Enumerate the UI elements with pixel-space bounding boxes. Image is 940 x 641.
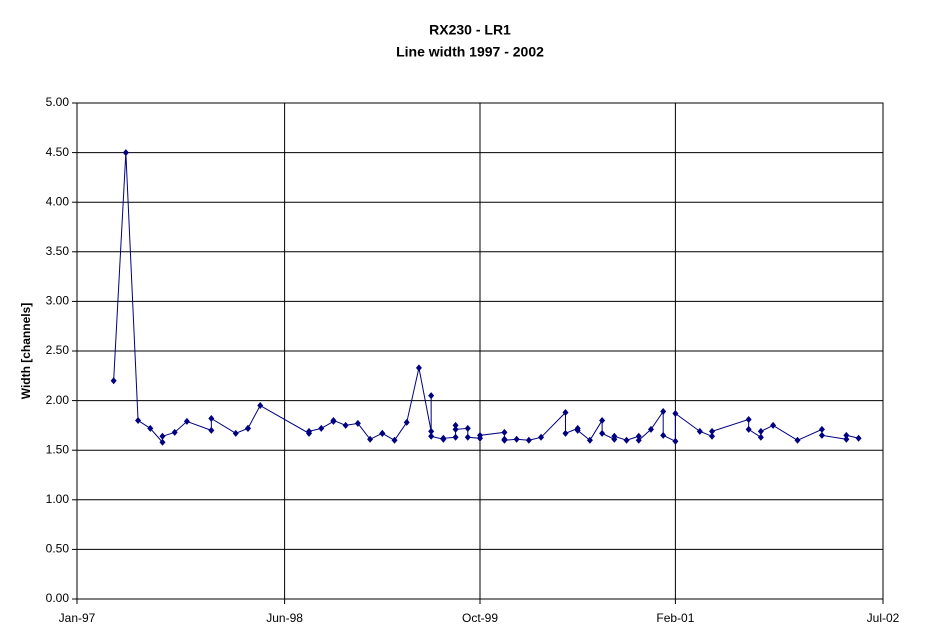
data-point bbox=[623, 436, 630, 444]
data-point bbox=[428, 392, 435, 400]
data-point bbox=[660, 431, 667, 439]
data-point bbox=[672, 437, 679, 445]
x-tick-label: Jul-02 bbox=[867, 611, 900, 625]
data-point bbox=[525, 436, 532, 444]
data-point bbox=[122, 149, 129, 157]
y-tick-label: 0.50 bbox=[46, 542, 70, 556]
data-point bbox=[159, 438, 166, 446]
data-point bbox=[745, 425, 752, 433]
data-point bbox=[562, 409, 569, 417]
data-point bbox=[342, 421, 349, 429]
data-point bbox=[696, 427, 703, 435]
data-point bbox=[574, 426, 581, 434]
data-point bbox=[452, 425, 459, 433]
data-point bbox=[171, 428, 178, 436]
data-point bbox=[415, 364, 422, 372]
data-point bbox=[354, 419, 361, 427]
x-tick-label: Jan-97 bbox=[59, 611, 96, 625]
data-point bbox=[660, 408, 667, 416]
y-tick-label: 3.50 bbox=[46, 244, 70, 258]
data-point bbox=[440, 434, 447, 442]
data-point bbox=[147, 424, 154, 432]
data-point bbox=[757, 433, 764, 441]
data-point bbox=[635, 436, 642, 444]
data-point bbox=[159, 432, 166, 440]
y-tick-label: 0.00 bbox=[46, 591, 70, 605]
data-point bbox=[244, 424, 251, 432]
chart-subtitle: Line width 1997 - 2002 bbox=[396, 44, 544, 60]
data-point bbox=[562, 429, 569, 437]
y-axis-label: Width [channels] bbox=[19, 303, 33, 400]
data-point bbox=[672, 409, 679, 417]
data-point bbox=[135, 416, 142, 424]
y-tick-label: 4.50 bbox=[46, 145, 70, 159]
data-point bbox=[745, 415, 752, 423]
data-point bbox=[586, 436, 593, 444]
data-point bbox=[330, 416, 337, 424]
data-point bbox=[391, 436, 398, 444]
data-point bbox=[183, 417, 190, 425]
y-tick-label: 5.00 bbox=[46, 95, 70, 109]
x-tick-label: Feb-01 bbox=[656, 611, 694, 625]
data-point bbox=[110, 377, 117, 385]
data-point bbox=[818, 425, 825, 433]
data-point bbox=[306, 427, 313, 435]
y-tick-label: 4.00 bbox=[46, 194, 70, 208]
data-point bbox=[428, 427, 435, 435]
data-point bbox=[367, 435, 374, 443]
data-point bbox=[513, 435, 520, 443]
data-point bbox=[538, 433, 545, 441]
data-point bbox=[611, 432, 618, 440]
y-tick-label: 1.50 bbox=[46, 442, 70, 456]
chart-title: RX230 - LR1 bbox=[429, 22, 511, 38]
data-point bbox=[232, 429, 239, 437]
data-point bbox=[318, 424, 325, 432]
x-tick-label: Oct-99 bbox=[462, 611, 498, 625]
data-point bbox=[477, 431, 483, 439]
data-point bbox=[452, 421, 459, 429]
data-point bbox=[709, 432, 716, 440]
x-tick-label: Jun-98 bbox=[266, 611, 303, 625]
data-point bbox=[428, 432, 435, 440]
data-point bbox=[818, 431, 825, 439]
data-point bbox=[501, 436, 508, 444]
data-point bbox=[257, 402, 264, 410]
y-tick-label: 2.00 bbox=[46, 393, 70, 407]
series-line bbox=[113, 152, 859, 444]
data-point bbox=[208, 414, 215, 422]
data-point bbox=[464, 433, 471, 441]
y-tick-label: 3.00 bbox=[46, 294, 70, 308]
data-point bbox=[843, 435, 850, 443]
data-point bbox=[208, 426, 215, 434]
data-point bbox=[599, 429, 606, 437]
data-point bbox=[501, 428, 508, 436]
data-point bbox=[757, 427, 764, 435]
data-point bbox=[647, 425, 654, 433]
y-tick-label: 1.00 bbox=[46, 492, 70, 506]
data-point bbox=[403, 418, 410, 426]
data-point bbox=[635, 432, 642, 440]
y-tick-label: 2.50 bbox=[46, 343, 70, 357]
data-point bbox=[452, 433, 459, 441]
data-point bbox=[379, 429, 386, 437]
data-point bbox=[794, 436, 801, 444]
data-point bbox=[709, 427, 716, 435]
data-point bbox=[843, 431, 850, 439]
data-point bbox=[770, 421, 777, 429]
data-point bbox=[855, 434, 862, 442]
data-point bbox=[464, 424, 471, 432]
data-point bbox=[599, 416, 606, 424]
